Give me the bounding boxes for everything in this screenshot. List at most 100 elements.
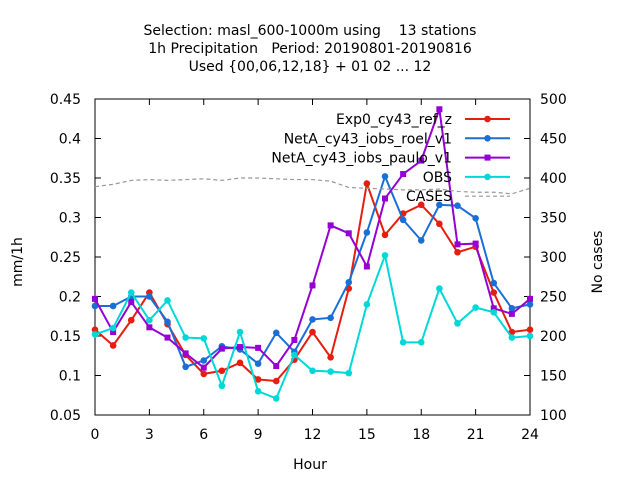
data-point [309,328,316,336]
chart-title: Selection: masl_600-1000m using 13 stati… [144,23,477,75]
data-point [418,157,425,164]
data-point [272,395,280,402]
data-point [400,171,407,178]
data-point [200,335,208,342]
y-tick-label: 0.25 [50,250,81,266]
data-point [399,216,407,224]
data-point [146,293,153,300]
legend-marker [484,173,491,181]
data-point [345,230,352,237]
y-tick-label: 0.45 [50,92,81,108]
y2-tick-label: 150 [540,369,567,385]
y-tick-label: 0.2 [59,290,81,306]
data-point [109,342,117,349]
data-point [127,316,135,324]
data-point [345,369,353,377]
data-point [490,305,497,312]
data-point [381,252,389,259]
y2-tick-label: 450 [540,132,567,148]
data-point [345,278,353,286]
data-point [472,240,479,247]
data-point [182,363,189,371]
x-tick-label: 15 [358,427,376,443]
y-tick-label: 0.3 [59,211,81,227]
data-point [291,351,298,359]
data-point [327,368,334,375]
data-point [127,289,135,296]
data-point [236,328,244,336]
series-line [95,173,531,369]
series-NetA_cy43_iobs_paulo_v1 [92,106,533,371]
y2-tick-label: 200 [540,329,567,345]
data-point [146,324,153,331]
data-point [508,334,516,341]
data-point [236,359,244,367]
legend-label: OBS [423,170,452,186]
y2-tick-label: 350 [540,211,567,227]
x-tick-label: 18 [412,427,430,443]
x-tick-label: 6 [199,427,208,443]
data-point [454,202,461,209]
legend: Exp0_cy43_ref_z NetA_cy43_iobs_roel_v1 Net… [271,112,510,205]
axis-ticks: 0 3 6 9 12 15 18 21 24 0.05 0.1 0.15 0.2 0.25 0.3 0.35 0… [50,92,567,443]
data-point [109,324,117,332]
data-point [399,339,407,346]
series-line [94,251,531,400]
y-tick-label: 0.05 [50,408,81,424]
data-point [508,310,515,317]
data-point [436,220,443,228]
data-point [490,289,498,296]
series-NetA_cy43_iobs_roel_v1 [91,173,534,371]
data-point [146,316,153,324]
y2-tick-label: 250 [540,290,567,306]
data-point [92,295,98,302]
data-point [218,367,226,375]
data-point [527,295,533,302]
x-tick-label: 21 [467,427,485,443]
data-point [128,299,135,306]
data-point [508,305,516,312]
data-point [363,301,371,308]
data-point [490,279,498,287]
data-point [200,370,208,378]
data-point [200,364,207,371]
data-point [164,297,171,304]
data-point [309,367,316,375]
data-point [327,222,334,229]
data-point [254,376,262,383]
y-tick-label: 0.35 [50,171,81,187]
y2-axis-title: No cases [590,231,606,294]
y2-tick-label: 500 [540,92,567,108]
data-point [309,282,316,289]
y-tick-label: 0.15 [50,329,81,345]
legend-marker [484,115,491,123]
data-point [454,241,461,248]
data-point [417,201,425,209]
chart-title-line-3: Used {00,06,12,18} + 01 02 ... 12 [189,59,432,75]
data-point [454,248,461,256]
data-point [272,377,280,385]
x-tick-label: 0 [91,427,100,443]
data-point [417,237,425,244]
chart-title-line-1: Selection: masl_600-1000m using 13 stati… [144,23,477,39]
data-point [164,334,171,341]
data-point [363,263,370,270]
data-point [91,331,99,338]
y2-tick-label: 400 [540,171,567,187]
data-point [200,357,208,364]
x-tick-label: 12 [304,427,322,443]
legend-label: CASES [406,189,452,205]
data-point [436,285,443,292]
series-OBS [91,251,534,402]
legend-marker [484,135,491,142]
data-point [164,318,171,326]
y2-tick-label: 100 [540,408,567,424]
data-point [526,326,534,333]
data-point [526,301,534,308]
series-layer [91,106,534,402]
data-point [472,304,479,311]
data-point [381,231,389,239]
data-point [436,106,443,113]
data-point [490,309,498,316]
y-axis-title: mm/1h [10,237,26,287]
